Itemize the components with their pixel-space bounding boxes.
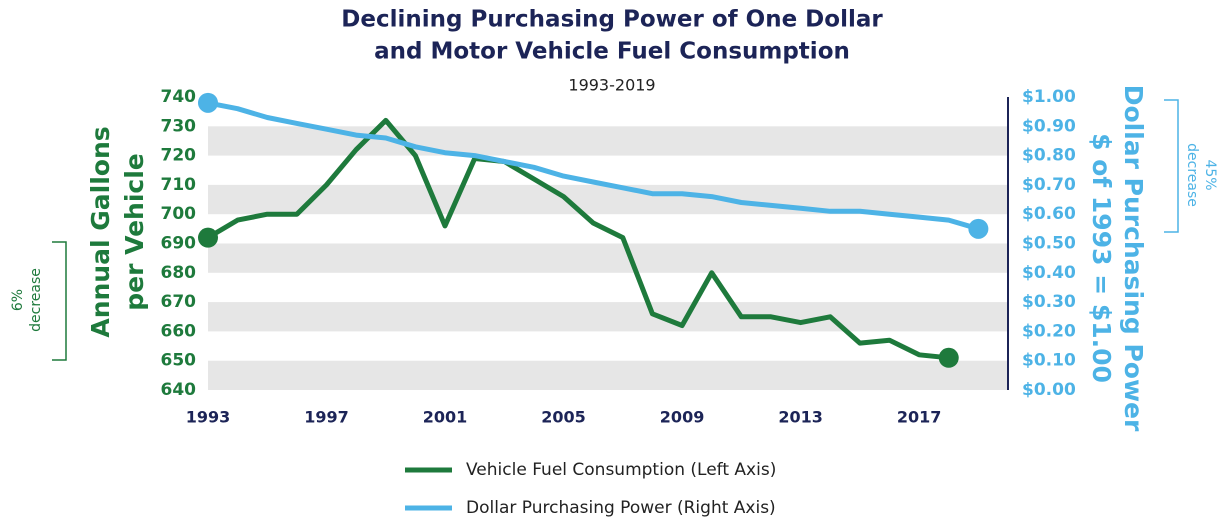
y-tick-label: 710	[161, 175, 197, 195]
series-line	[206, 117, 949, 361]
y2-axis-title: Dollar Purchasing Power	[1119, 85, 1148, 432]
chart-title: and Motor Vehicle Fuel Consumption	[374, 39, 850, 65]
x-tick-label: 2017	[897, 408, 942, 427]
end-marker	[938, 347, 959, 368]
end-marker	[198, 92, 218, 113]
chart-subtitle: 1993-2019	[568, 76, 655, 95]
y-axis-title: Annual Gallons	[86, 126, 115, 337]
grid-band	[208, 243, 1008, 273]
y2-axis-title: $ of 1993 = $1.00	[1087, 133, 1116, 383]
y2-tick-label: $0.40	[1022, 263, 1076, 283]
y2-tick-label: $0.10	[1022, 351, 1076, 371]
chart-title: Declining Purchasing Power of One Dollar	[341, 7, 883, 33]
annotation: decrease	[28, 268, 44, 332]
bracket	[52, 241, 67, 361]
bracket	[1164, 99, 1179, 233]
legend-label: Vehicle Fuel Consumption (Left Axis)	[466, 460, 776, 480]
end-marker	[968, 218, 989, 239]
x-tick-label: 2013	[778, 408, 823, 427]
y-axis-title: per Vehicle	[120, 153, 149, 311]
y-tick-label: 650	[161, 351, 197, 371]
annotation: 6%	[10, 289, 26, 311]
y-tick-label: 730	[161, 116, 197, 136]
y2-tick-label: $0.70	[1022, 175, 1076, 195]
y2-tick-label: $0.30	[1022, 292, 1076, 312]
x-tick-label: 1997	[304, 408, 349, 427]
legend-label: Dollar Purchasing Power (Right Axis)	[466, 498, 776, 518]
y2-tick-label: $0.20	[1022, 321, 1076, 341]
y-tick-label: 680	[161, 263, 197, 283]
x-tick-label: 1993	[186, 408, 231, 427]
y-tick-label: 660	[161, 321, 197, 341]
grid-band	[208, 360, 1008, 390]
end-marker	[198, 227, 218, 248]
y-tick-label: 690	[161, 234, 197, 254]
series-line	[207, 100, 980, 232]
y2-tick-label: $0.60	[1022, 204, 1076, 224]
y-tick-label: 640	[161, 380, 197, 400]
annotation: decrease	[1184, 143, 1200, 207]
x-tick-label: 2001	[423, 408, 468, 427]
y-tick-label: 670	[161, 292, 197, 312]
x-tick-label: 2009	[660, 408, 705, 427]
grid-band	[208, 302, 1008, 332]
x-tick-label: 2005	[541, 408, 586, 427]
y-tick-label: 700	[161, 204, 197, 224]
y2-tick-label: $1.00	[1022, 87, 1076, 107]
y2-tick-label: $0.00	[1022, 380, 1076, 400]
y-tick-label: 740	[161, 87, 197, 107]
annotation: 45%	[1202, 159, 1218, 190]
grid-band	[208, 184, 1008, 215]
y2-tick-label: $0.90	[1022, 116, 1076, 136]
y2-tick-label: $0.50	[1022, 234, 1076, 254]
y-tick-label: 720	[161, 146, 197, 166]
y2-tick-label: $0.80	[1022, 146, 1076, 166]
bands	[208, 126, 1008, 390]
